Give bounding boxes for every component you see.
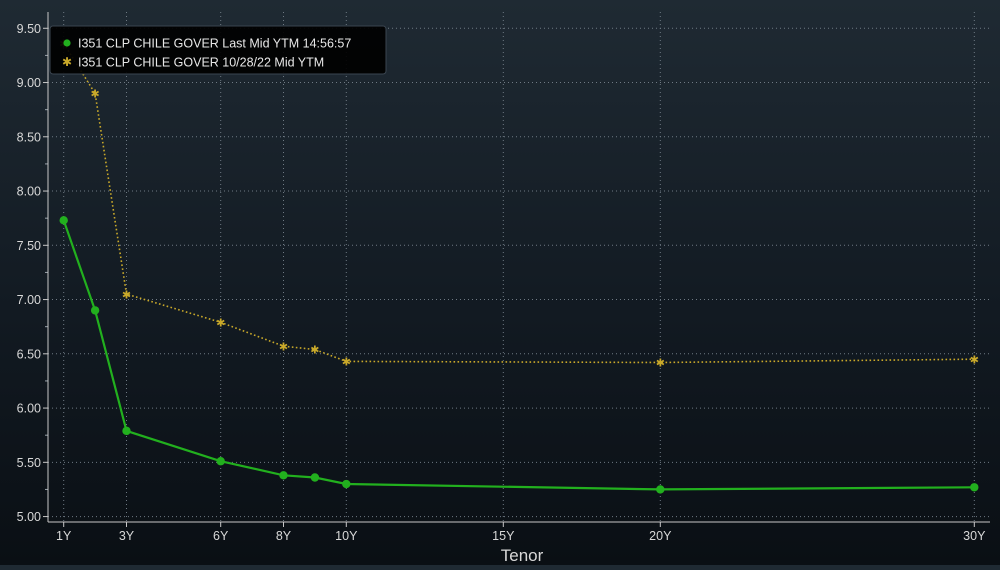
series-line-prior-mid-ytm [63, 43, 975, 364]
axes: 5.00 5.50 6.00 6.50 7.00 7.50 8.00 8.50 9.00 9.50… [17, 12, 990, 543]
data-point-last-mid-ytm [342, 479, 351, 489]
data-point-prior-mid-ytm: ✱ [122, 289, 131, 301]
data-point-prior-mid-ytm: ✱ [279, 341, 288, 353]
legend-marker-star-icon: ✱ [62, 55, 72, 69]
x-tick-label: 1Y [56, 529, 72, 543]
series-layer: ✱ ✱ ✱ ✱ ✱ ✱ ✱ ✱ ✱ [59, 39, 979, 494]
data-point-last-mid-ytm [90, 306, 100, 315]
y-tick-label: 5.50 [17, 456, 41, 470]
y-tick-label: 9.00 [17, 76, 41, 90]
legend: I351 CLP CHILE GOVER Last Mid YTM 14:56:… [49, 25, 387, 75]
data-point-prior-mid-ytm: ✱ [342, 357, 351, 369]
data-point-last-mid-ytm [970, 483, 979, 492]
grid [48, 12, 990, 522]
y-tick-label: 7.50 [17, 239, 41, 253]
x-tick-label: 8Y [276, 529, 292, 543]
x-tick-label: 6Y [213, 529, 229, 543]
y-tick-label: 8.00 [17, 185, 41, 199]
series-line-last-mid-ytm [62, 219, 975, 491]
data-point-last-mid-ytm [216, 457, 225, 466]
y-tick-label: 6.00 [17, 402, 41, 416]
data-point-prior-mid-ytm: ✱ [310, 345, 319, 357]
data-point-last-mid-ytm [656, 485, 665, 494]
x-tick-label: 10Y [335, 529, 358, 543]
y-tick-label: 6.50 [17, 347, 41, 361]
y-tick-label: 9.50 [17, 22, 41, 36]
data-point-last-mid-ytm [310, 473, 320, 482]
data-point-last-mid-ytm [59, 216, 68, 225]
y-tick-label: 8.50 [17, 130, 41, 144]
y-tick-label: 5.00 [17, 510, 41, 524]
data-point-last-mid-ytm [279, 471, 288, 480]
x-tick-label: 3Y [119, 529, 135, 543]
x-axis-title: Tenor [501, 546, 544, 565]
data-point-prior-mid-ytm: ✱ [216, 318, 225, 330]
data-point-prior-mid-ytm: ✱ [656, 358, 665, 370]
x-tick-label: 15Y [492, 529, 515, 543]
legend-entry-last-mid-ytm: I351 CLP CHILE GOVER Last Mid YTM 14:56:… [78, 37, 351, 51]
legend-box [49, 25, 387, 75]
data-point-prior-mid-ytm: ✱ [90, 89, 99, 101]
x-tick-label: 20Y [649, 529, 672, 543]
x-tick-label: 30Y [963, 529, 986, 543]
legend-entry-prior-mid-ytm: I351 CLP CHILE GOVER 10/28/22 Mid YTM [78, 56, 324, 70]
data-point-prior-mid-ytm: ✱ [970, 354, 979, 366]
y-tick-label: 7.00 [17, 293, 41, 307]
legend-marker-circle-icon [63, 39, 71, 47]
data-point-last-mid-ytm [122, 426, 131, 436]
